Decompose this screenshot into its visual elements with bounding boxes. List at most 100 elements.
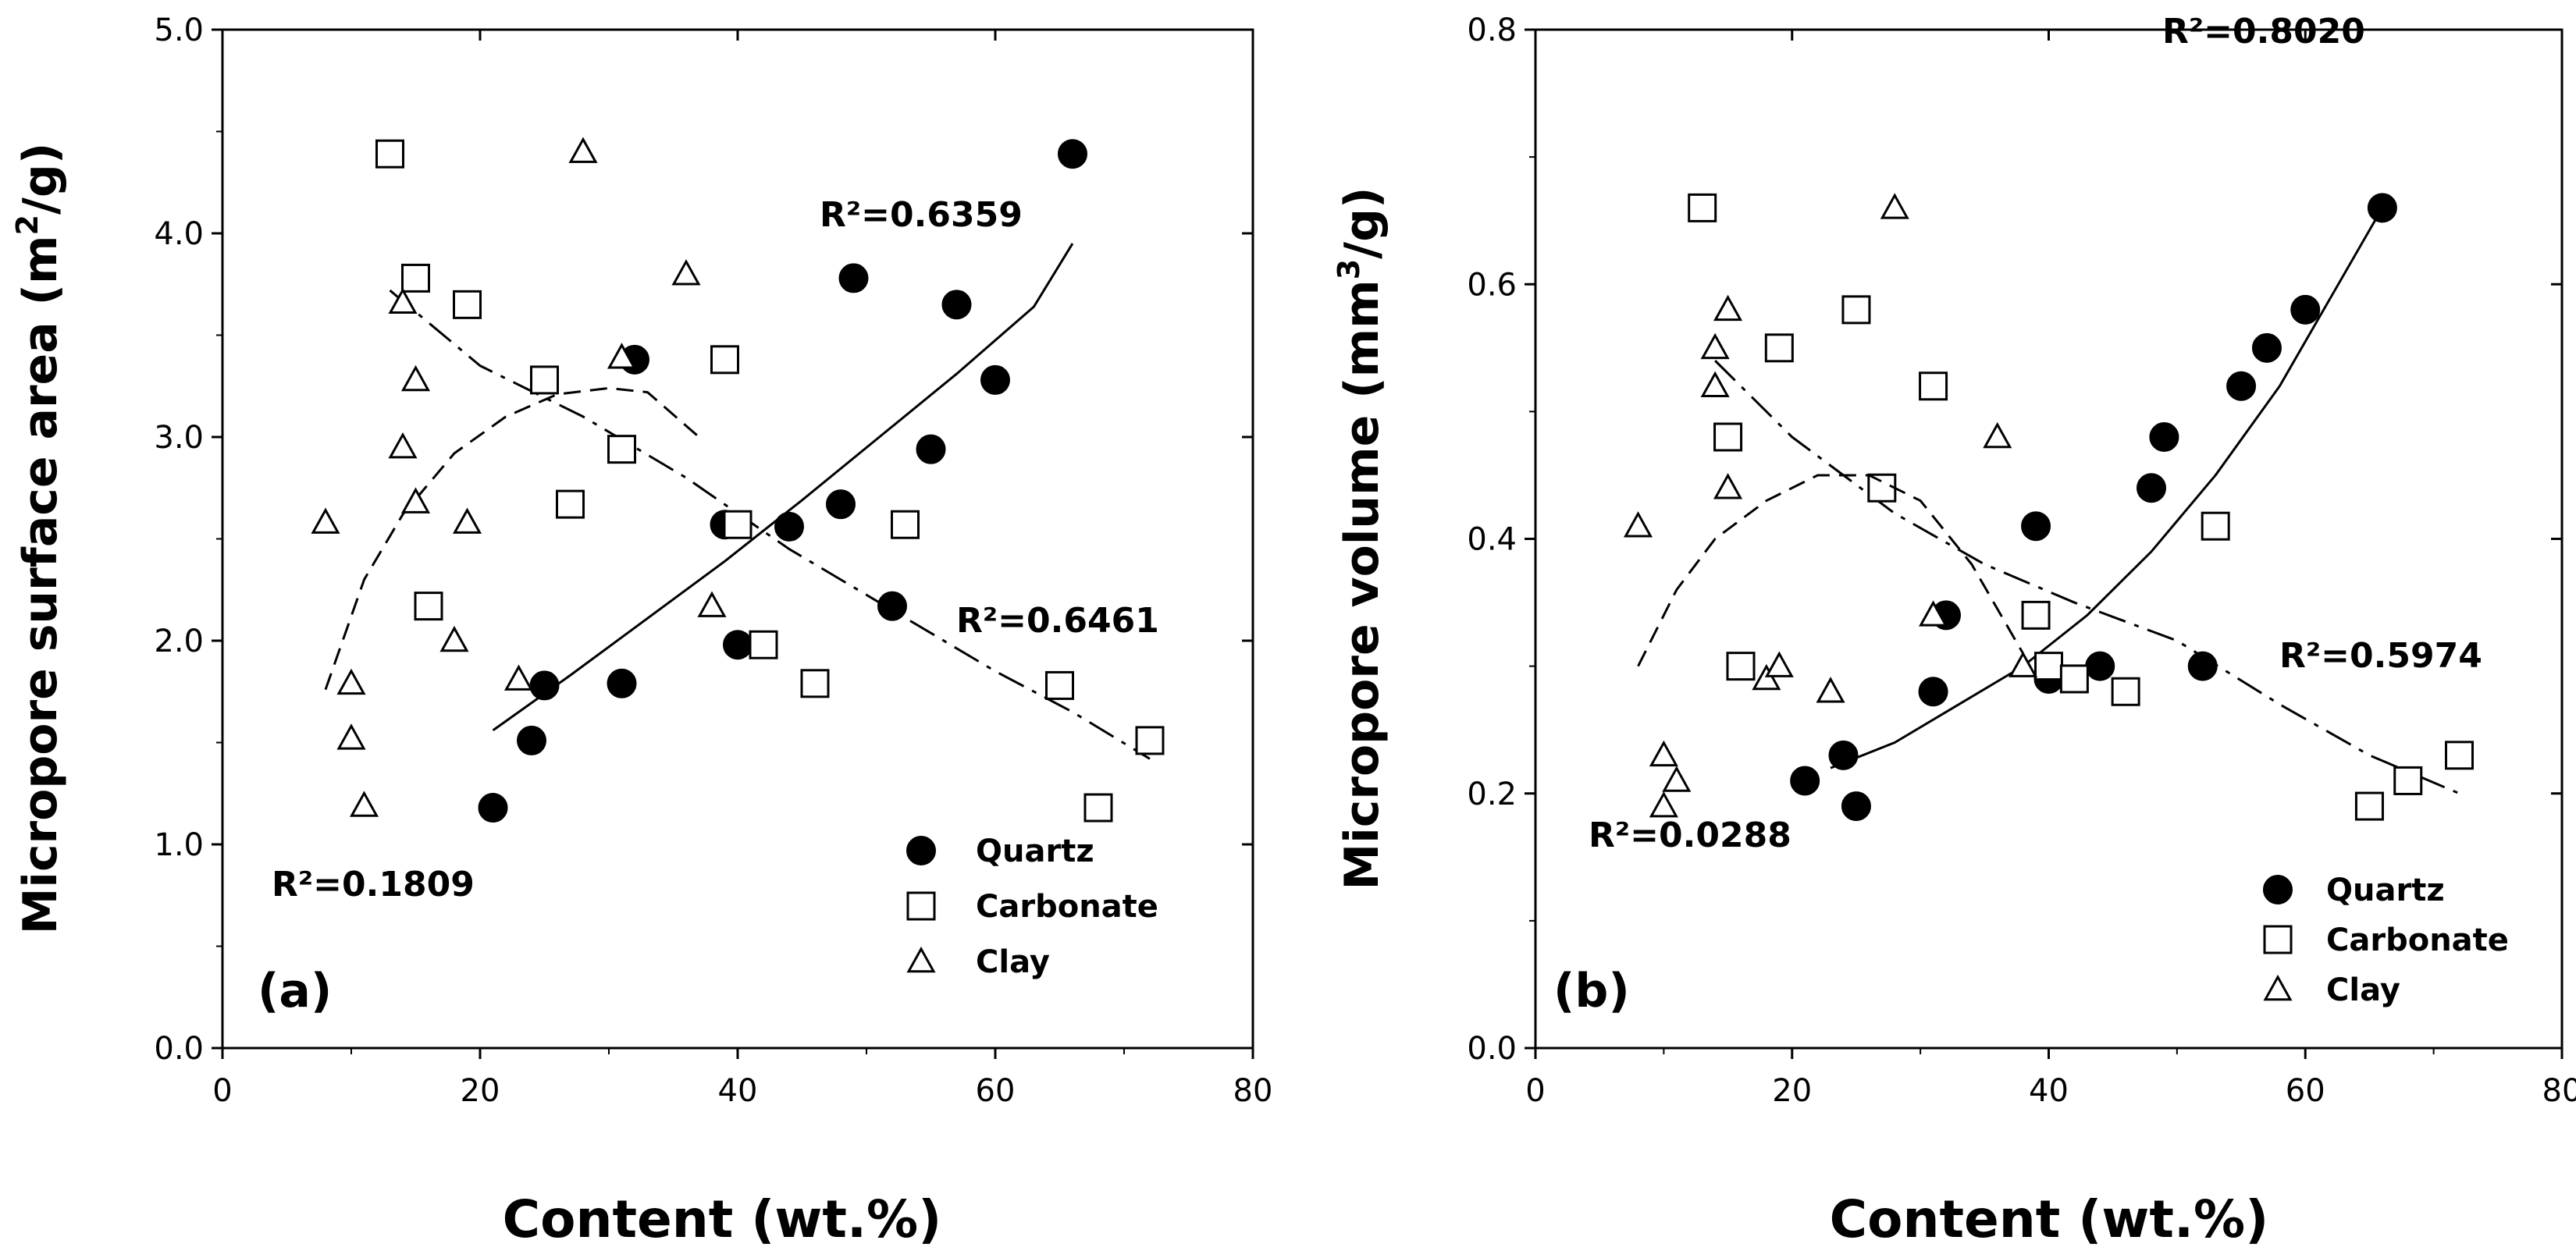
clay-point (503, 664, 534, 691)
quartz-point (529, 670, 560, 701)
clay-point (400, 487, 431, 514)
clay-point (1880, 193, 1909, 219)
clay-point (1713, 294, 1743, 322)
quartz-point (2251, 332, 2282, 363)
y-axis-title: Micropore volume (mm3/g) (1332, 187, 1389, 890)
carbonate-point (723, 510, 753, 539)
carbonate-point (375, 139, 404, 169)
clay-point (1919, 600, 1948, 627)
y-axis-title-superscript: 2 (10, 215, 44, 235)
carbonate-point (2059, 664, 2089, 694)
carbonate-point (2021, 600, 2051, 630)
series-clay (1623, 193, 2038, 818)
clay-point (439, 625, 469, 652)
clay-point (671, 259, 701, 286)
y-tick-label: 0.0 (154, 1031, 204, 1067)
carbonate-point (891, 510, 920, 539)
panel-label: (a) (258, 964, 332, 1018)
quartz-point (1918, 677, 1948, 707)
carbonate-point (710, 345, 739, 375)
series-clay (311, 137, 727, 817)
y-axis-title-superscript: 3 (1332, 259, 1366, 279)
carbonate-point (401, 263, 430, 293)
carbonate-point (1867, 473, 1897, 503)
series-carbonate (1688, 193, 2474, 821)
y-tick-label: 0.4 (1467, 522, 1517, 558)
quartz-fit-line (1830, 207, 2384, 769)
quartz-point (838, 263, 869, 293)
clay-point (452, 507, 482, 534)
carbonate-point (607, 435, 636, 464)
quartz-point (941, 290, 972, 320)
carbonate-point (749, 630, 778, 659)
series-quartz (478, 139, 1087, 823)
clay-point (568, 137, 598, 163)
carbonate-point (2445, 741, 2474, 770)
quartz-point (2137, 473, 2166, 503)
y-tick-label: 3.0 (154, 420, 204, 456)
legend: Quartz Carbonate Clay (906, 833, 1158, 980)
carbonate-point (530, 365, 559, 395)
quartz-point (1841, 791, 1871, 822)
chart-panel-b: 0 20 40 60 80 0.0 0.2 0.4 0.6 0.8 Content (wt.%) Mi… (1332, 12, 2576, 1249)
legend-label-clay: Clay (976, 944, 1050, 980)
y-tick-label: 2.0 (154, 624, 204, 659)
x-tick-label: 60 (2286, 1073, 2325, 1109)
quartz-point (607, 668, 637, 698)
carbonate-point (414, 592, 443, 621)
quartz-point (2021, 511, 2051, 542)
series-quartz (1790, 193, 2397, 822)
legend-marker-quartz (906, 836, 936, 865)
legend-marker-carbonate (2263, 925, 2293, 954)
legend-label-clay: Clay (2326, 972, 2400, 1008)
carbonate-point (1135, 726, 1165, 755)
carbonate-point (2354, 791, 2384, 821)
quartz-fit-line (492, 243, 1074, 732)
carbonate-point (1764, 333, 1794, 363)
quartz-point (517, 725, 546, 755)
quartz-point (2226, 371, 2257, 401)
clay-point (2008, 651, 2038, 677)
y-axis-title-main: Micropore surface area (m (13, 235, 68, 934)
carbonate-point (2111, 677, 2140, 706)
x-tick-label: 40 (718, 1073, 758, 1109)
chart-panel-a: 0 20 40 60 80 0.0 1.0 2.0 3.0 4.0 5.0 Content (wt.%… (10, 12, 1272, 1249)
carbonate-fit-line (1714, 360, 2460, 795)
legend-label-carbonate: Carbonate (2326, 922, 2509, 958)
y-axis-title-unit: /g) (13, 143, 68, 215)
x-tick-label: 20 (461, 1073, 500, 1109)
legend-marker-clay (2263, 974, 2293, 1001)
clay-fit-line (324, 386, 700, 691)
r2-annotation-carbonate: R²=0.5974 (2279, 636, 2482, 676)
r2-annotation-quartz: R²=0.8020 (2162, 12, 2365, 52)
y-tick-label: 0.2 (1467, 776, 1517, 812)
carbonate-point (1726, 652, 1756, 681)
x-tick-label: 40 (2029, 1073, 2069, 1109)
clay-point (349, 791, 379, 817)
clay-point (607, 343, 637, 369)
carbonate-point (2393, 766, 2423, 795)
series-carbonate (375, 139, 1165, 823)
legend-label-quartz: Quartz (976, 833, 1094, 869)
quartz-point (2085, 651, 2115, 681)
y-tick-label: 4.0 (154, 216, 204, 252)
legend-label-carbonate: Carbonate (976, 889, 1158, 925)
panel-label: (b) (1553, 964, 1630, 1018)
carbonate-point (800, 669, 830, 698)
quartz-point (1828, 740, 1859, 770)
r2-annotation-carbonate: R²=0.6461 (956, 601, 1159, 641)
clay-point (1700, 332, 1730, 360)
y-tick-label: 0.0 (1467, 1031, 1517, 1067)
quartz-point (2290, 294, 2321, 325)
carbonate-point (1713, 422, 1743, 452)
clay-point (1649, 791, 1678, 818)
quartz-point (826, 489, 856, 520)
clay-point (1713, 473, 1743, 499)
clay-point (336, 723, 366, 750)
carbonate-point (1045, 670, 1074, 700)
clay-point (1662, 766, 1692, 792)
clay-point (1983, 421, 2012, 449)
carbonate-point (453, 290, 482, 319)
legend-marker-clay (906, 946, 936, 973)
carbonate-point (1688, 193, 1717, 222)
